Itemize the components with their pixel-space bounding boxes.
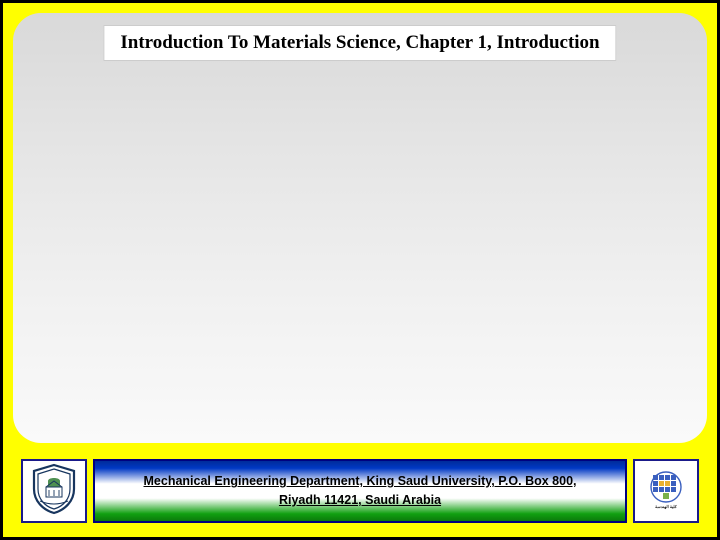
svg-text:كلية الهندسة: كلية الهندسة [655, 504, 677, 510]
content-panel: Introduction To Materials Science, Chapt… [13, 13, 707, 443]
university-shield-icon [30, 463, 78, 520]
left-logo-box [21, 459, 87, 523]
footer-line-2: Riyadh 11421, Saudi Arabia [279, 491, 441, 510]
footer-center: Mechanical Engineering Department, King … [93, 459, 627, 523]
footer-bar: Mechanical Engineering Department, King … [21, 459, 699, 523]
slide-frame: Introduction To Materials Science, Chapt… [0, 0, 720, 540]
engineering-emblem-icon: كلية الهندسة [641, 467, 691, 516]
right-logo-box: كلية الهندسة [633, 459, 699, 523]
slide-title: Introduction To Materials Science, Chapt… [103, 25, 616, 61]
footer-line-1: Mechanical Engineering Department, King … [144, 472, 577, 491]
